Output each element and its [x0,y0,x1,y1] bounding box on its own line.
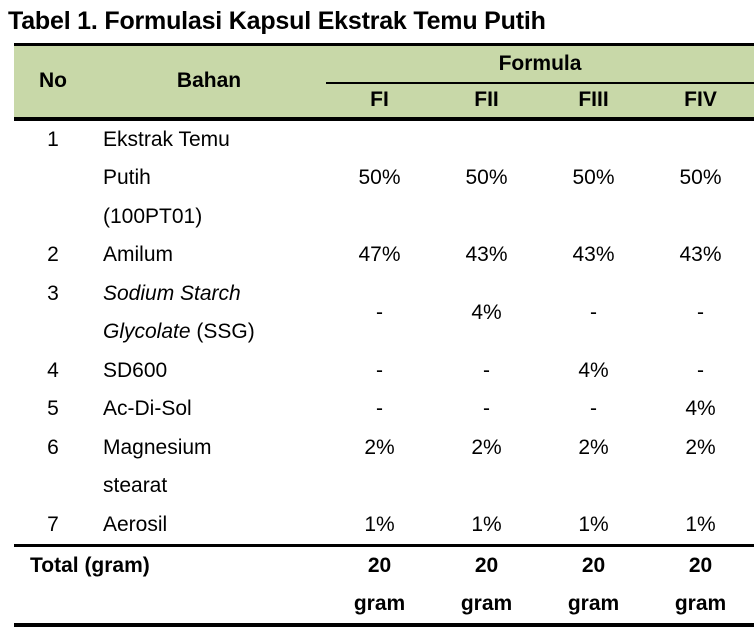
formula-value-cell: 2% [685,435,716,459]
header-formula-col-f2: FII [433,82,540,121]
formula-value-cell: 1% [685,512,716,536]
row-number-cell: 5 [47,397,59,420]
formula-value-cell: 1% [364,512,395,536]
formula-value-cell: - [376,300,383,324]
header-formula-col-f4: FIV [647,82,754,121]
ingredient-name-cell: SD600 [103,358,168,382]
formula-value-cell: 50% [679,166,722,189]
formula-value-cell: 50% [358,166,401,189]
header-formula-col-f1: FI [326,82,433,121]
formula-value-cell: - [376,397,383,420]
table-body: 1 Ekstrak Temu Putih (100PT01) 50% 50% 5… [14,119,754,546]
table-row: 5 Ac-Di-Sol - - - 4% [14,390,754,429]
total-value-cell: 20 gram [647,544,754,625]
formula-value-cell: 50% [572,166,615,189]
formula-value-cell: - [590,397,597,420]
formula-value-cell: 1% [471,512,502,536]
table-caption: Tabel 1. Formulasi Kapsul Ekstrak Temu P… [8,7,546,35]
table-header: No Bahan Formula FI FII FIII FIV [14,44,754,121]
row-number-cell: 2 [47,243,59,266]
header-row-formulas: FI FII FIII FIV [14,82,754,121]
total-value-cell: 20 gram [540,544,647,625]
ingredient-name-italic: Sodium Starch Glycolate [103,281,241,344]
total-value-cell: 20 gram [433,544,540,625]
header-formula-group: Formula [326,44,754,84]
row-number-cell: 7 [47,512,59,536]
ingredient-name-cell: Magnesium stearat [103,435,212,498]
row-number-cell: 3 [47,281,59,305]
formula-value-cell: 47% [358,243,401,266]
table-footer: Total (gram) 20 gram 20 gram 20 gram 20 … [14,544,754,625]
formulation-table: No Bahan Formula FI FII FIII FIV 1 Ekstr… [14,43,754,627]
header-bahan: Bahan [92,44,326,121]
total-label-cell: Total (gram) [14,544,326,625]
ingredient-name-cell: Amilum [103,243,174,266]
formula-value-cell: - [697,300,705,324]
formula-value-cell: - [483,358,490,382]
formula-value-cell: - [697,358,705,382]
total-row: Total (gram) 20 gram 20 gram 20 gram 20 … [14,544,754,625]
ingredient-name-cell: Sodium Starch Glycolate (SSG) [92,275,326,352]
formula-value-cell: 43% [572,243,615,266]
formula-value-cell: - [376,358,383,382]
header-row-group: No Bahan Formula [14,44,754,121]
table-row: 7 Aerosil 1% 1% 1% 1% [14,506,754,546]
total-value-cell: 20 gram [326,544,433,625]
table-row: 1 Ekstrak Temu Putih (100PT01) 50% 50% 5… [14,119,754,237]
formula-value-cell: 50% [465,166,508,189]
header-no: No [14,44,92,121]
ingredient-name-suffix: (SSG) [190,320,255,343]
table-row: 6 Magnesium stearat 2% 2% 2% 2% [14,429,754,506]
table-row: 2 Amilum 47% 43% 43% 43% [14,236,754,275]
ingredient-name-cell: Aerosil [103,512,168,536]
formula-value-cell: 43% [465,243,508,266]
row-number-cell: 6 [47,435,59,459]
formula-value-cell: 4% [471,300,502,324]
formula-value-cell: 43% [679,243,722,266]
table-row: 4 SD600 - - 4% - [14,352,754,391]
ingredient-name-cell: Ac-Di-Sol [103,397,192,420]
formula-value-cell: 2% [578,435,609,459]
table-row: 3 Sodium Starch Glycolate (SSG) - 4% - - [14,275,754,352]
row-number-cell: 4 [47,358,59,382]
header-formula-col-f3: FIII [540,82,647,121]
row-number-cell: 1 [47,127,59,151]
formula-value-cell: - [590,300,597,324]
formula-value-cell: 4% [685,397,716,420]
formula-value-cell: 2% [471,435,502,459]
formula-value-cell: 4% [578,358,609,382]
ingredient-name-cell: Ekstrak Temu Putih (100PT01) [103,127,230,228]
formula-value-cell: - [483,397,490,420]
formula-value-cell: 1% [578,512,609,536]
formula-value-cell: 2% [364,435,395,459]
